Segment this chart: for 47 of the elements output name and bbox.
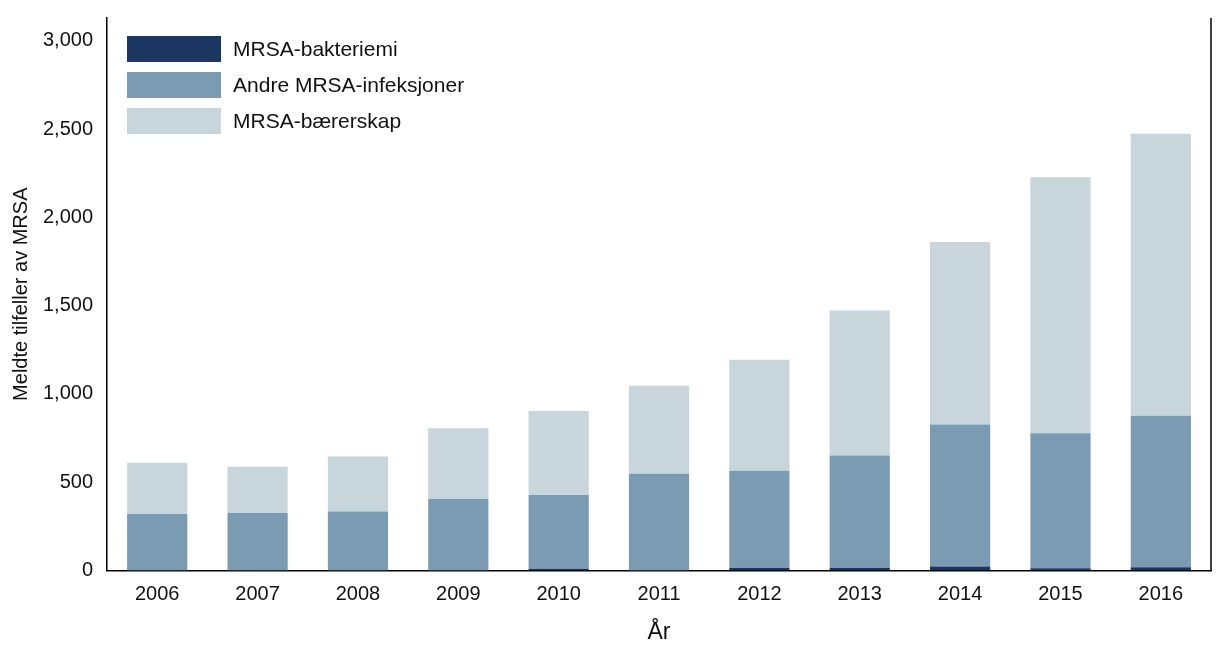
y-tick-label: 2,500 bbox=[42, 116, 94, 139]
bar bbox=[1130, 567, 1191, 571]
bar bbox=[729, 359, 790, 471]
x-tick-label: 2009 bbox=[436, 581, 481, 604]
x-tick-label: 2008 bbox=[335, 581, 381, 604]
bar bbox=[127, 462, 188, 514]
legend-label: MRSA-bakteriemi bbox=[233, 37, 398, 61]
bar bbox=[929, 241, 991, 425]
y-axis-title: Meldte tilfeller av MRSA bbox=[8, 186, 31, 401]
x-tick-label: 2006 bbox=[134, 581, 180, 604]
legend-label: MRSA-bærerskap bbox=[233, 109, 402, 133]
bar bbox=[227, 513, 288, 571]
bar bbox=[528, 495, 589, 569]
bar bbox=[1030, 433, 1091, 569]
x-tick-label: 2015 bbox=[1038, 581, 1083, 604]
bar bbox=[327, 511, 389, 571]
bar bbox=[1130, 133, 1191, 416]
bar bbox=[1030, 177, 1091, 434]
x-tick-label: 2016 bbox=[1138, 581, 1184, 604]
x-axis-title: År bbox=[647, 616, 671, 644]
x-tick-label: 2007 bbox=[235, 581, 280, 604]
bar bbox=[227, 466, 288, 514]
x-tick-label: 2013 bbox=[837, 581, 882, 604]
y-tick-label: 500 bbox=[59, 469, 94, 492]
bar bbox=[628, 385, 690, 474]
x-tick-label: 2012 bbox=[737, 581, 782, 604]
bar bbox=[428, 498, 489, 571]
bar bbox=[528, 411, 589, 496]
bar bbox=[929, 424, 991, 567]
x-tick-label: 2014 bbox=[937, 581, 983, 604]
legend-label: Andre MRSA-infeksjoner bbox=[233, 73, 465, 97]
bar bbox=[127, 513, 188, 571]
bar bbox=[729, 470, 790, 568]
bar bbox=[628, 473, 690, 571]
y-tick-label: 1,500 bbox=[42, 293, 94, 316]
bar bbox=[428, 428, 489, 499]
x-tick-label: 2011 bbox=[637, 581, 681, 604]
bar bbox=[327, 456, 389, 512]
bar bbox=[1030, 568, 1091, 571]
y-tick-label: 1,000 bbox=[42, 381, 94, 404]
y-tick-label: 3,000 bbox=[42, 28, 94, 51]
x-tick-label: 2010 bbox=[536, 581, 581, 604]
bar bbox=[829, 455, 890, 568]
y-tick-label: 0 bbox=[81, 557, 94, 580]
bar bbox=[1130, 415, 1191, 568]
bar bbox=[829, 310, 890, 456]
y-tick-label: 2,000 bbox=[42, 204, 94, 227]
